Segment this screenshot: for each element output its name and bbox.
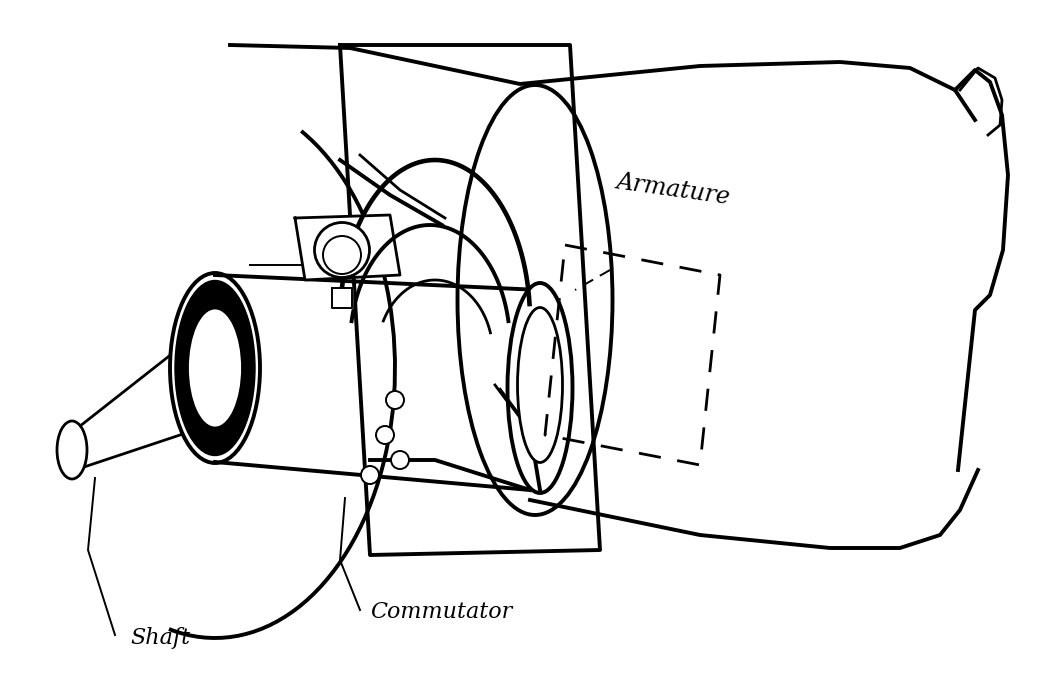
Ellipse shape: [361, 466, 379, 484]
Polygon shape: [185, 265, 540, 488]
Polygon shape: [332, 288, 352, 308]
Ellipse shape: [517, 307, 562, 462]
Ellipse shape: [315, 223, 370, 278]
Ellipse shape: [386, 391, 404, 409]
Text: Shaft: Shaft: [130, 627, 190, 649]
Polygon shape: [340, 45, 600, 555]
Ellipse shape: [170, 273, 260, 463]
Polygon shape: [295, 215, 400, 280]
Ellipse shape: [458, 85, 612, 515]
Ellipse shape: [187, 308, 242, 428]
Text: Armature: Armature: [616, 171, 732, 209]
Ellipse shape: [391, 451, 409, 469]
Ellipse shape: [376, 426, 394, 444]
Text: Commutator: Commutator: [370, 601, 512, 623]
Ellipse shape: [508, 283, 573, 493]
Ellipse shape: [57, 421, 87, 479]
Ellipse shape: [175, 280, 255, 455]
Polygon shape: [530, 68, 1005, 545]
Ellipse shape: [323, 236, 361, 274]
